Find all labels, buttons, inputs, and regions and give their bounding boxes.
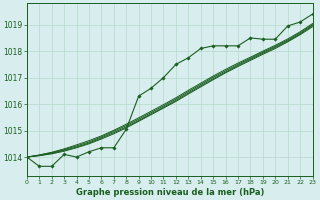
X-axis label: Graphe pression niveau de la mer (hPa): Graphe pression niveau de la mer (hPa) (76, 188, 264, 197)
